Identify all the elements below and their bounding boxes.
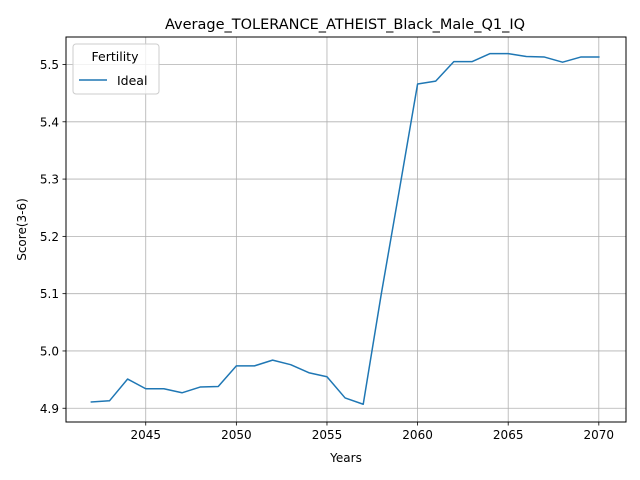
y-tick-label: 5.3 [40, 173, 59, 187]
x-tick-label: 2070 [584, 428, 615, 442]
y-tick-label: 5.2 [40, 230, 59, 244]
y-axis-label: Score(3-6) [15, 198, 29, 261]
x-axis-label: Years [329, 451, 362, 465]
x-tick-label: 2060 [402, 428, 433, 442]
x-tick-label: 2065 [493, 428, 524, 442]
x-tick-label: 2045 [130, 428, 161, 442]
y-tick-label: 5.1 [40, 287, 59, 301]
x-tick-label: 2055 [312, 428, 343, 442]
legend-title: Fertility [92, 49, 140, 64]
y-tick-label: 5.0 [40, 344, 59, 358]
y-tick-label: 5.4 [40, 115, 59, 129]
chart-title: Average_TOLERANCE_ATHEIST_Black_Male_Q1_… [165, 17, 525, 33]
x-tick-label: 2050 [221, 428, 252, 442]
legend: Fertility Ideal [73, 44, 159, 94]
legend-label-ideal: Ideal [117, 73, 147, 88]
y-tick-label: 4.9 [40, 402, 59, 416]
y-tick-label: 5.5 [40, 58, 59, 72]
